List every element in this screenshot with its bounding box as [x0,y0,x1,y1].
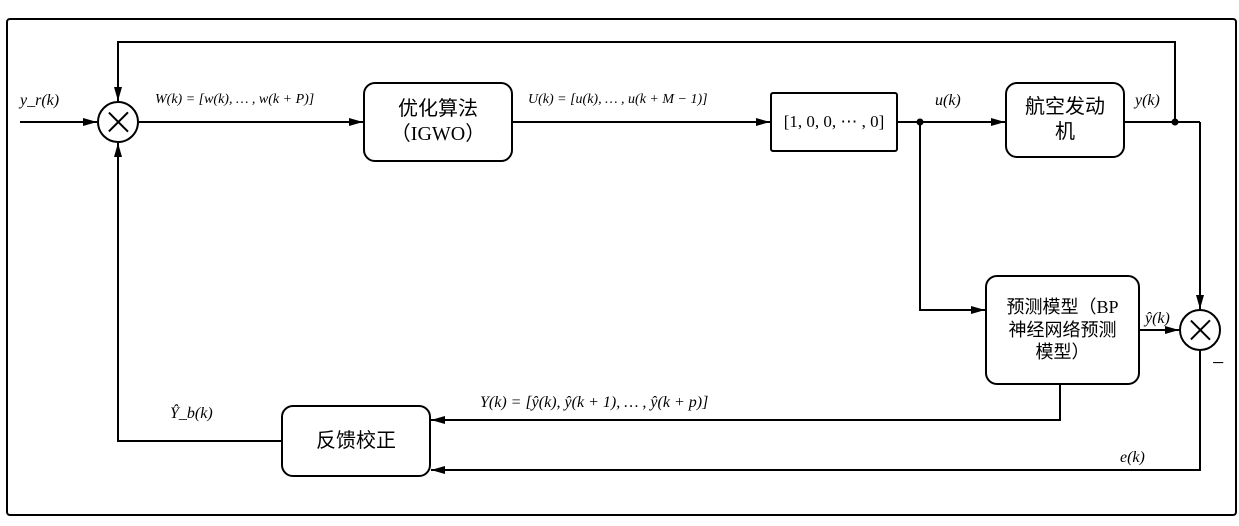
node-feedback: 反馈校正 [281,405,431,477]
label-yr: y_r(k) [20,92,59,110]
sum-junction-right [1179,309,1221,351]
node-igwo: 优化算法（IGWO） [363,82,513,162]
node-engine: 航空发动机 [1005,82,1125,158]
node-predictor: 预测模型（BP神经网络预测模型） [985,275,1140,385]
label-yk: y(k) [1135,92,1160,110]
label-ek: e(k) [1120,449,1145,467]
label-uk: u(k) [935,92,961,110]
label-Wk: W(k) = [w(k), … , w(k + P)] [155,92,314,108]
node-feedback-label: 反馈校正 [316,429,396,454]
label-yhatk: ŷ(k) [1145,310,1170,328]
diagram-canvas: 优化算法（IGWO） [1, 0, 0, ⋯ , 0] 航空发动机 预测模型（B… [0,0,1239,526]
label-Yvec: Y(k) = [ŷ(k), ŷ(k + 1), … , ŷ(k + p)] [480,394,708,412]
node-selector-label: [1, 0, 0, ⋯ , 0] [784,111,885,132]
label-Uk: U(k) = [u(k), … , u(k + M − 1)] [528,92,708,108]
node-selector: [1, 0, 0, ⋯ , 0] [770,92,898,152]
node-engine-label: 航空发动机 [1025,95,1105,145]
sum-junction-left [97,101,139,143]
node-igwo-label: 优化算法（IGWO） [391,97,485,147]
node-predictor-label: 预测模型（BP神经网络预测模型） [1006,296,1118,364]
label-Ybk: Ŷ_b(k) [170,405,213,423]
label-minus: − [1212,350,1224,376]
